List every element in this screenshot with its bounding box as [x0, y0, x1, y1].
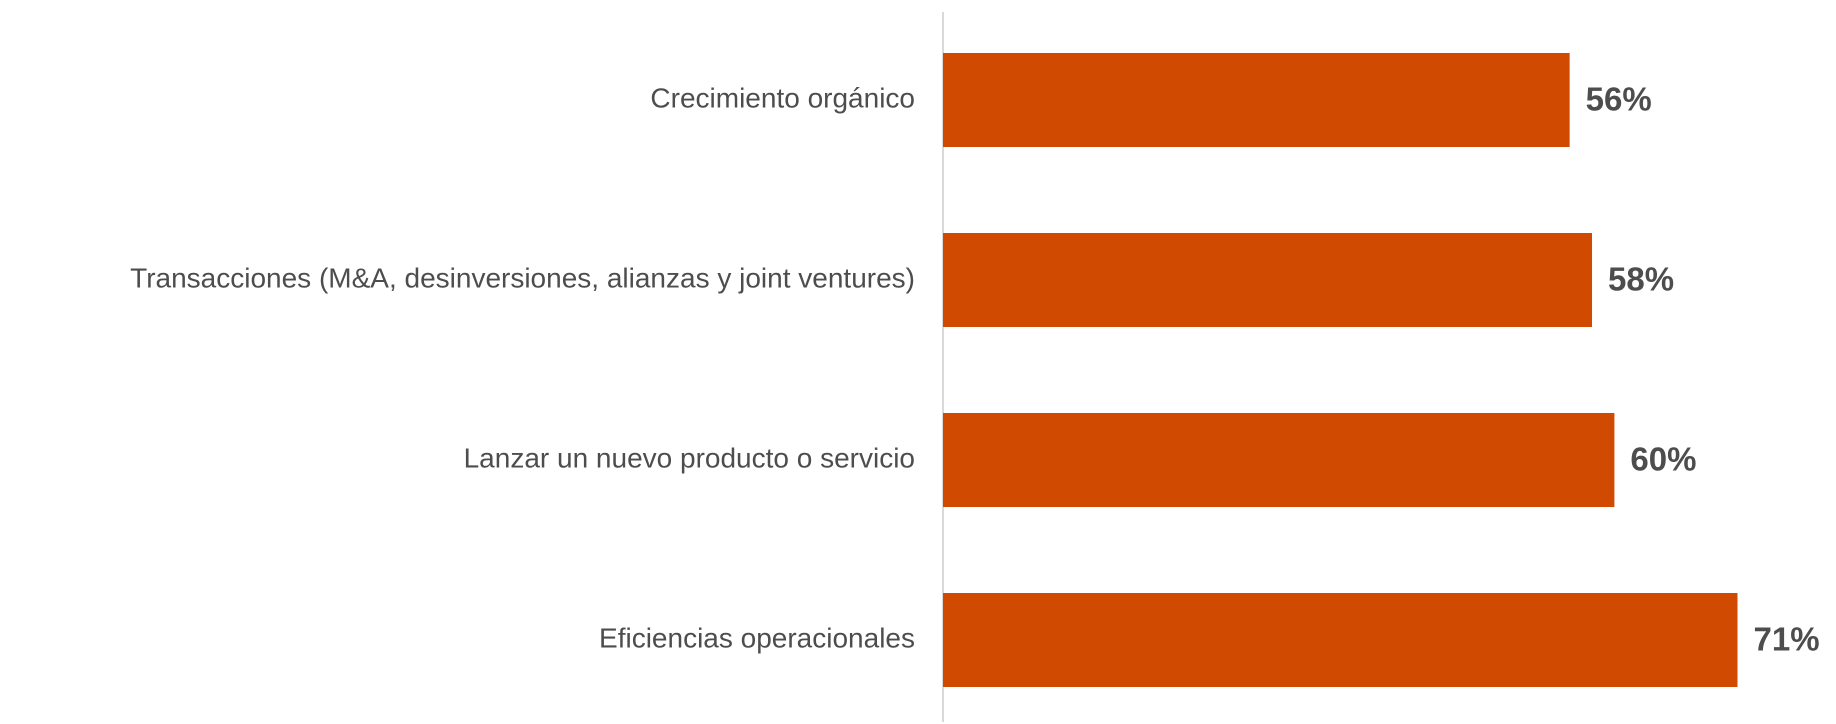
bar	[943, 593, 1738, 687]
category-label: Lanzar un nuevo producto o servicio	[464, 442, 915, 473]
data-label: 56%	[1586, 81, 1652, 118]
category-label: Transacciones (M&A, desinversiones, alia…	[130, 262, 915, 293]
bar	[943, 53, 1570, 147]
bar	[943, 413, 1615, 507]
bar	[943, 233, 1593, 327]
data-label: 60%	[1630, 441, 1696, 478]
data-label: 58%	[1608, 261, 1674, 298]
category-label: Eficiencias operacionales	[599, 622, 915, 653]
data-label: 71%	[1753, 621, 1819, 658]
category-label: Crecimiento orgánico	[650, 82, 915, 113]
